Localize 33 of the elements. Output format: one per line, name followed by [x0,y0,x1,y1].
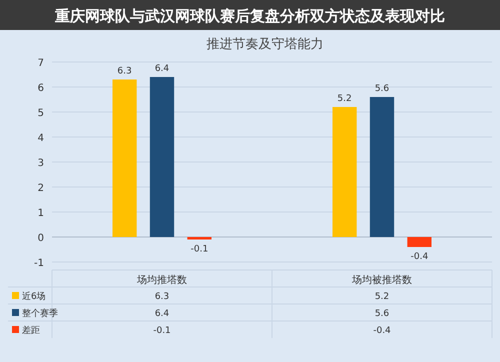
annotation: -0.1 [190,244,208,254]
data-label: -0.1 [153,326,171,336]
chart-title: 推进节奏及守塔能力 [206,37,324,52]
y-tick-label: 4 [38,133,44,144]
bar [332,107,357,237]
annotation: 6.3 [117,66,132,76]
y-tick-label: 6 [38,83,44,94]
data-label: -0.4 [373,326,392,336]
bar [407,237,432,247]
data-label: 6.3 [154,292,170,302]
data-label: 5.2 [374,292,390,302]
y-tick-label: 0 [38,233,44,244]
legend-label: 近6场 [22,291,46,302]
y-tick-label: -1 [34,258,44,269]
y-tick-label: 2 [38,183,44,194]
bar [370,97,394,237]
annotation: -0.4 [410,252,428,262]
bar [150,77,174,237]
data-label: 5.6 [374,309,390,319]
chart-subtitle: 重庆网球队与武汉网球队赛后复盘分析双方状态及表现对比 [54,7,445,25]
annotation: 5.2 [337,94,352,104]
y-tick-label: 5 [38,108,44,119]
y-tick-label: 7 [38,58,44,69]
x-tick-label: 场均推塔数 [136,274,187,286]
annotation: 6.4 [154,64,170,74]
y-tick-label: 1 [38,208,44,219]
legend-label: 整个赛季 [22,308,58,319]
annotation: 5.6 [374,84,390,94]
legend-label: 差距 [22,325,40,336]
y-tick-label: 3 [38,158,44,169]
x-tick-label: 场均被推塔数 [351,274,412,286]
data-label: 6.4 [154,309,170,319]
bar [112,80,137,237]
